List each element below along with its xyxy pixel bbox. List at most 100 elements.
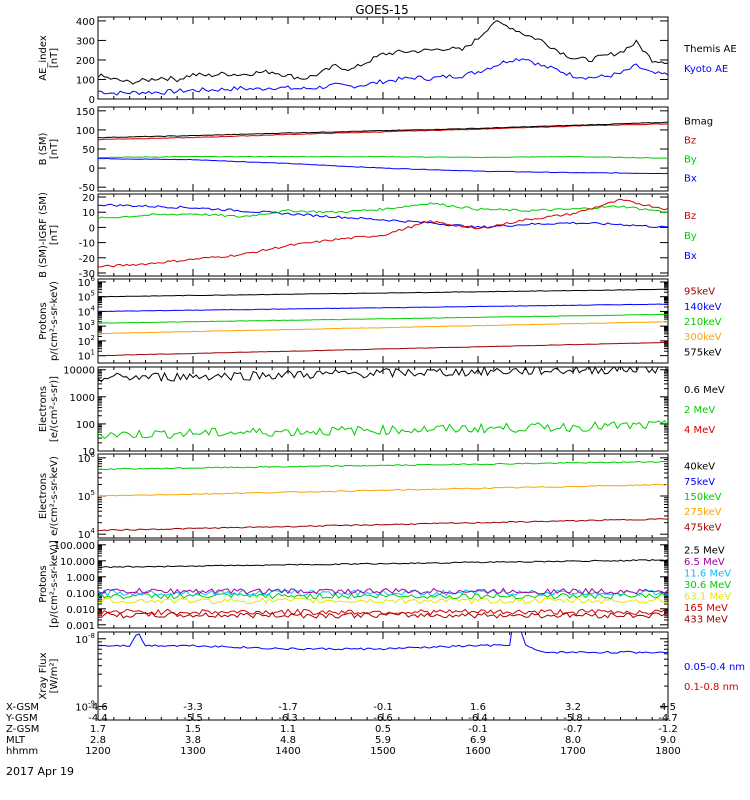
y-tick-label: 1.000 <box>66 573 95 584</box>
panel-b_igrf: 20 10 0 -10 -20 -30 B (SM)-IGRF (SM)[nT] Bz By Bx <box>38 192 697 280</box>
legend-entry: 575keV <box>684 347 722 358</box>
series-line-4-mev <box>98 460 668 469</box>
axis-row-value: -1.7 <box>278 702 298 713</box>
legend-entry: Themis AE <box>683 44 737 55</box>
y-tick-label: 0 <box>89 95 95 106</box>
axis-row-label: Z-GSM <box>6 724 39 735</box>
panel-ae: 400 300 200 100 0 AE_index[nT] Themis AE Kyoto … <box>38 16 737 106</box>
y-tick-label: 100.000 <box>54 541 95 552</box>
y-tick-label: 104 <box>78 527 96 541</box>
series-line-433-mev <box>98 611 668 619</box>
y-tick-label: 1000 <box>70 393 95 404</box>
y-tick-label: 102 <box>78 334 95 348</box>
axis-row-value: 5.9 <box>375 735 391 746</box>
legend-entry: 0.05-0.4 nm <box>684 662 745 673</box>
series-line-0-6-mev <box>98 367 668 383</box>
legend-entry: 165 MeV <box>684 603 728 614</box>
series-line-bx <box>98 157 668 175</box>
legend-entry: 30.6 MeV <box>684 580 731 591</box>
y-tick-label: 105 <box>78 290 95 304</box>
date-label: 2017 Apr 19 <box>6 765 74 778</box>
y-tick-label: 0.001 <box>66 621 95 632</box>
axis-row-value: -6.6 <box>373 713 393 724</box>
axis-row-value: -6.3 <box>278 713 298 724</box>
panel-frame <box>97 193 669 277</box>
axis-row-value: 1400 <box>275 746 300 757</box>
axis-row-value: 3.2 <box>565 702 581 713</box>
y-tick-label: -50 <box>79 183 95 194</box>
series-line-140kev <box>98 303 668 313</box>
legend-entry: Bx <box>684 174 697 185</box>
axis-row-value: 1.5 <box>185 724 201 735</box>
y-tick-label: 106 <box>78 451 96 465</box>
y-tick-label: 200 <box>76 56 95 67</box>
y-tick-label: 10-8 <box>75 632 95 646</box>
series-line-95kev <box>98 341 668 357</box>
y-tick-label: 100 <box>76 126 95 137</box>
series-line-bz <box>98 198 668 268</box>
legend-entry: 40keV <box>684 462 715 473</box>
series-line-210kev <box>98 313 668 324</box>
series-line-6-5-mev <box>98 587 668 595</box>
axis-row-value: 8.0 <box>565 735 581 746</box>
axis-row-value: 1200 <box>85 746 110 757</box>
series-line-kyoto-ae <box>98 57 668 96</box>
y-axis-label: AE_index[nT] <box>38 35 60 81</box>
axis-row-value: 1800 <box>655 746 680 757</box>
axis-row-value: 6.9 <box>470 735 486 746</box>
series-line-by <box>98 202 668 220</box>
legend-entry: 140keV <box>684 302 722 313</box>
series-line-bx <box>98 203 668 229</box>
y-tick-label: 0 <box>89 223 95 234</box>
series-line-by <box>98 155 668 159</box>
axis-row-label: Y-GSM <box>5 713 38 724</box>
axis-row-value: 3.8 <box>185 735 201 746</box>
y-tick-label: 0.100 <box>66 589 95 600</box>
panel-b_sm: 150 100 50 0 -50 B (SM)[nT] Bmag Bz By Bx <box>38 106 713 194</box>
axis-row-value: -4.6 <box>88 702 108 713</box>
plot-title: GOES-15 <box>355 3 409 17</box>
axis-row-value: 1300 <box>180 746 205 757</box>
legend-entry: 0.6 MeV <box>684 385 725 396</box>
legend-entry: 2 MeV <box>684 405 715 416</box>
y-tick-label: 300 <box>76 36 95 47</box>
axis-row-value: -0.1 <box>373 702 393 713</box>
axis-row-value: 9.0 <box>660 735 676 746</box>
legend-entry: 11.6 MeV <box>684 569 731 580</box>
axis-row-value: -0.1 <box>468 724 488 735</box>
y-tick-label: 50 <box>82 145 95 156</box>
legend-entry: 63.1 MeV <box>684 591 731 602</box>
axis-row-value: 1500 <box>370 746 395 757</box>
series-line-0-05-0-4-nm <box>98 632 668 654</box>
y-tick-label: 20 <box>82 193 95 204</box>
y-axis-label: B (SM)-IGRF (SM)[nT] <box>38 192 60 278</box>
legend-entry: Bz <box>684 211 696 222</box>
panel-frame <box>97 106 669 192</box>
legend-entry: By <box>684 155 697 166</box>
y-tick-label: -20 <box>79 254 95 265</box>
y-axis-label: Protons[p/(cm²-s-sr-keV)] <box>38 540 60 628</box>
series-line-bz <box>98 123 668 141</box>
legend-entry: 6.5 MeV <box>684 557 725 568</box>
y-tick-label: 10000 <box>63 366 95 377</box>
y-tick-label: 10 <box>82 208 95 219</box>
y-axis-label: Electronse/(cm²-s-sr-keV) <box>38 456 60 536</box>
series-line-themis-ae <box>98 20 668 85</box>
axis-row-value: -1.2 <box>658 724 678 735</box>
y-tick-label: 103 <box>78 319 95 333</box>
axis-row-value: 1.6 <box>470 702 486 713</box>
axis-row-label: hhmm <box>6 746 38 757</box>
y-tick-label: 106 <box>78 275 96 289</box>
y-tick-label: 105 <box>78 489 95 503</box>
y-tick-label: 100 <box>76 420 95 431</box>
y-tick-label: 0 <box>89 164 95 175</box>
legend-entry: 0.1-0.8 nm <box>684 682 739 693</box>
y-tick-label: 150 <box>76 107 95 118</box>
series-line-300kev <box>98 321 668 335</box>
y-tick-label: 10 <box>82 447 95 458</box>
axis-row-label: MLT <box>6 735 26 746</box>
axis-row-value: -0.7 <box>563 724 583 735</box>
axis-row-value: 2.8 <box>90 735 106 746</box>
series-line-575kev <box>98 288 668 298</box>
